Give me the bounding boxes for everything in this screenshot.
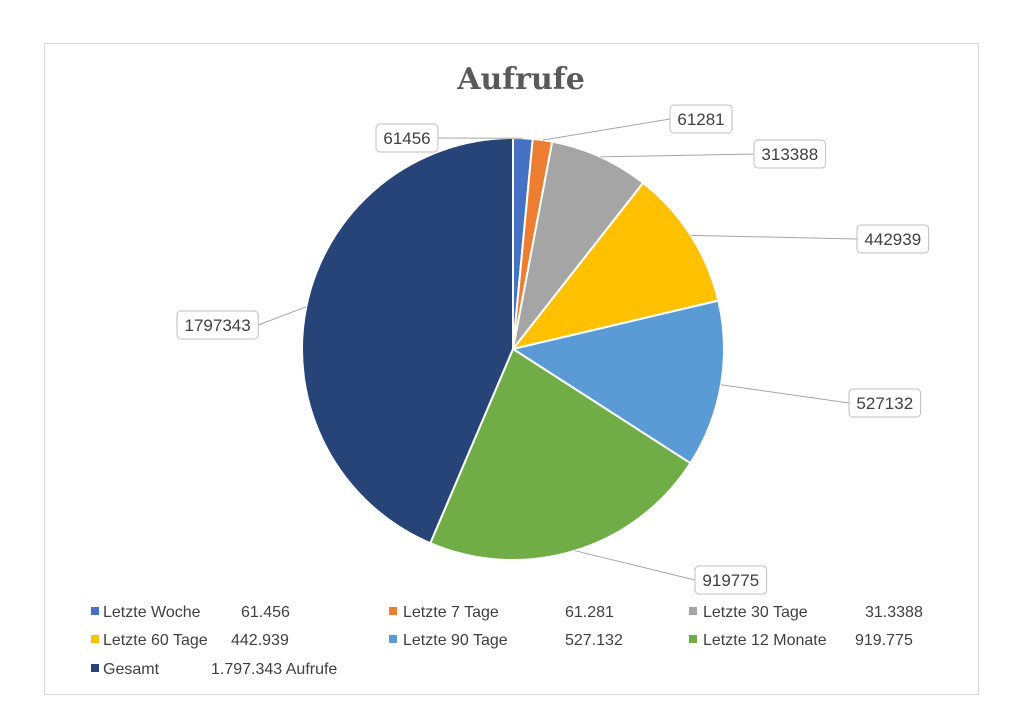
- data-label-text: 919775: [702, 571, 759, 590]
- data-label-box: [856, 224, 930, 254]
- legend-value: 31.3388: [865, 604, 923, 621]
- data-label-text: 61281: [677, 110, 724, 129]
- legend-name: Letzte Woche: [103, 604, 201, 621]
- data-label-text: 313388: [761, 145, 818, 164]
- legend-value: 61.456: [241, 604, 290, 621]
- legend-marker: [91, 635, 99, 643]
- data-label-text: 1797343: [185, 316, 251, 335]
- data-labels: 61456 61281 313388 442939 527132 919775 179734…: [176, 104, 930, 595]
- legend-marker: [91, 607, 99, 615]
- legend-item-gesamt: Gesamt 1.797.343 Aufrufe: [91, 661, 337, 678]
- legend-name: Gesamt: [103, 661, 160, 678]
- data-label-letzte-12-monate: 919775: [694, 565, 768, 595]
- pie-slices: [301, 136, 725, 561]
- leader-line-letzte-7-tage: [542, 118, 671, 141]
- pie-slice-letzte-30-tage: [512, 140, 645, 350]
- leader-line-letzte-12-monate: [574, 550, 696, 581]
- legend-name: Letzte 12 Monate: [703, 632, 827, 649]
- legend-marker: [689, 635, 697, 643]
- legend-name: Letzte 60 Tage: [103, 632, 208, 649]
- legend-item-letzte-30-tage: Letzte 30 Tage 31.3388: [689, 604, 923, 621]
- data-label-box: [753, 139, 827, 169]
- legend-value: 527.132: [565, 632, 623, 649]
- legend-value: 442.939: [231, 632, 289, 649]
- legend: Letzte Woche 61.456 Letzte 7 Tage 61.281 Let…: [91, 604, 923, 678]
- legend-item-letzte-woche: Letzte Woche 61.456: [91, 604, 290, 621]
- legend-name: Letzte 7 Tage: [403, 604, 499, 621]
- data-label-letzte-60-tage: 442939: [856, 224, 930, 254]
- legend-name: Letzte 30 Tage: [703, 604, 808, 621]
- data-label-letzte-woche: 61456: [375, 123, 439, 153]
- leader-line-gesamt: [258, 306, 307, 326]
- data-label-letzte-30-tage: 313388: [753, 139, 827, 169]
- legend-value: 919.775: [855, 632, 913, 649]
- leader-line-letzte-30-tage: [600, 153, 755, 158]
- data-label-text: 61456: [383, 129, 430, 148]
- legend-item-letzte-7-tage: Letzte 7 Tage 61.281: [389, 604, 614, 621]
- data-label-box: [848, 388, 922, 418]
- legend-marker: [91, 664, 99, 672]
- data-label-text: 527132: [856, 394, 913, 413]
- legend-item-letzte-60-tage: Letzte 60 Tage 442.939: [91, 632, 289, 649]
- data-label-text: 442939: [864, 230, 921, 249]
- pie-chart: Aufrufe 61456 61281 313388 442939 527132 9197…: [91, 62, 930, 678]
- data-label-gesamt: 1797343: [176, 310, 259, 340]
- data-label-letzte-90-tage: 527132: [848, 388, 922, 418]
- leader-line-letzte-90-tage: [720, 384, 850, 404]
- legend-value: 61.281: [565, 604, 614, 621]
- data-label-box: [669, 104, 733, 134]
- legend-name: Letzte 90 Tage: [403, 632, 508, 649]
- legend-marker: [389, 635, 397, 643]
- pie-slice-letzte-12-monate: [428, 347, 692, 561]
- legend-item-letzte-12-monate: Letzte 12 Monate 919.775: [689, 632, 913, 649]
- legend-value: 1.797.343 Aufrufe: [211, 661, 337, 678]
- data-label-box: [176, 310, 259, 340]
- legend-item-letzte-90-tage: Letzte 90 Tage 527.132: [389, 632, 623, 649]
- legend-marker: [389, 607, 397, 615]
- chart-title: Aufrufe: [456, 62, 585, 97]
- leader-lines: [258, 118, 858, 581]
- legend-marker: [689, 607, 697, 615]
- pie-slice-letzte-90-tage: [510, 299, 725, 465]
- data-label-box: [375, 123, 439, 153]
- data-label-letzte-7-tage: 61281: [669, 104, 733, 134]
- data-label-box: [694, 565, 768, 595]
- chart-frame: Aufrufe 61456 61281 313388 442939 527132 9197…: [44, 43, 979, 695]
- leader-line-letzte-60-tage: [690, 234, 858, 240]
